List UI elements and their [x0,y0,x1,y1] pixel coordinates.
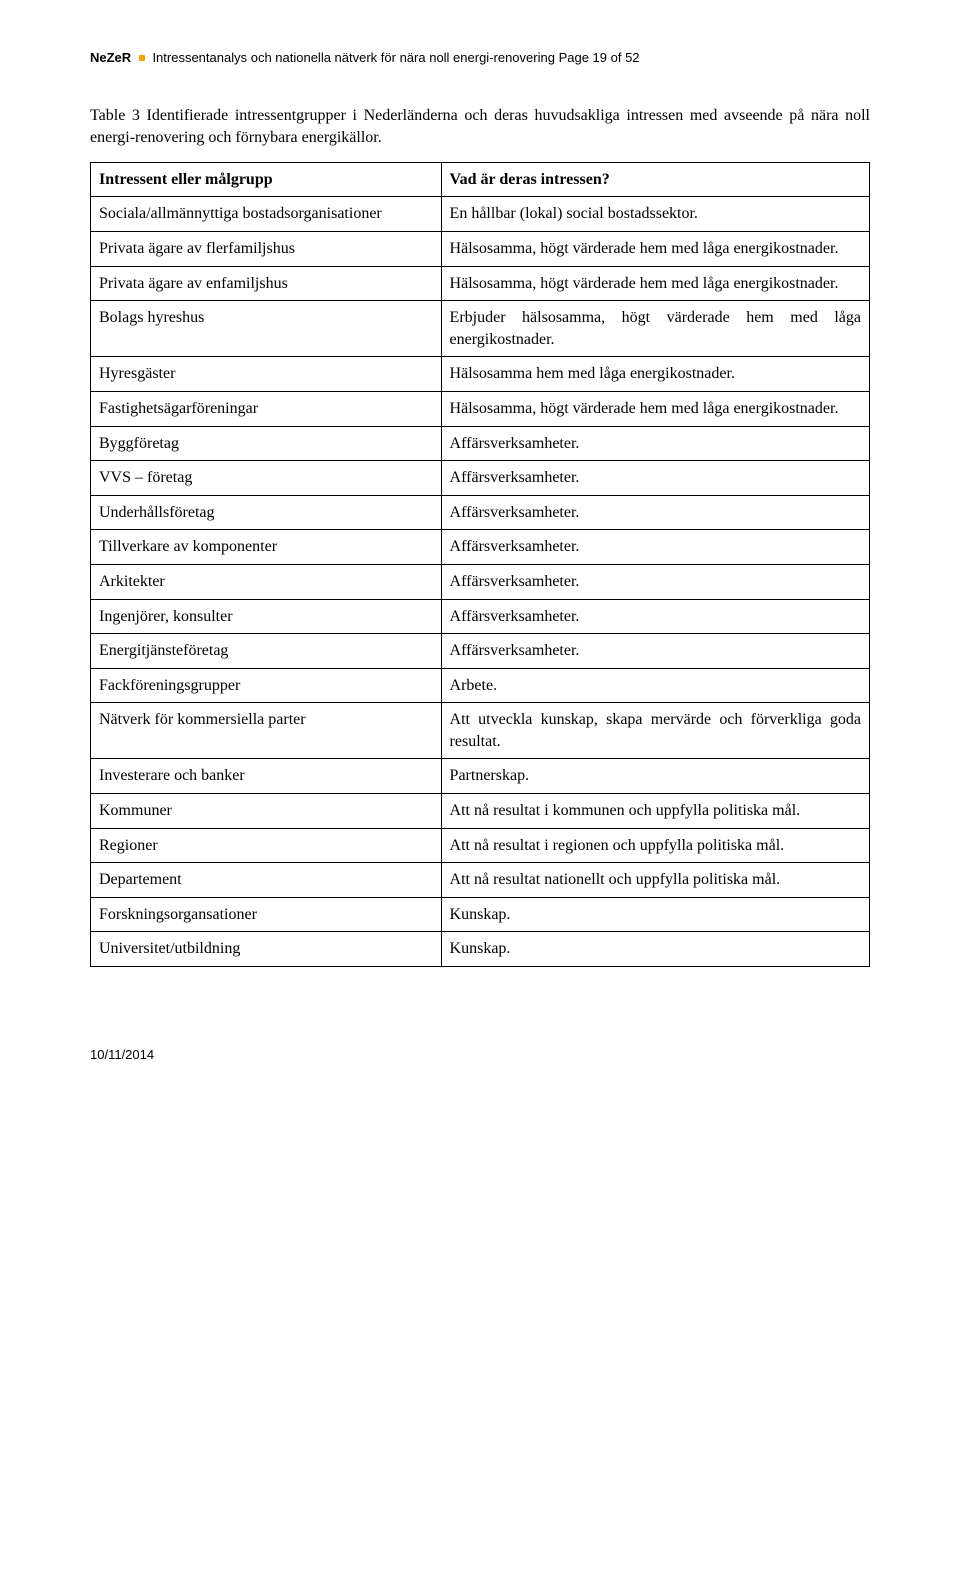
table-cell-left: Forskningsorgansationer [91,897,442,932]
table-row: Privata ägare av flerfamiljshusHälsosamm… [91,231,870,266]
table-cell-right: Att nå resultat nationellt och uppfylla … [441,863,869,898]
table-cell-right: Affärsverksamheter. [441,564,869,599]
table-header-left: Intressent eller målgrupp [91,162,442,197]
table-caption: Table 3 Identifierade intressentgrupper … [90,105,870,150]
table-cell-left: Sociala/allmännyttiga bostadsorganisatio… [91,197,442,232]
table-row: FastighetsägarföreningarHälsosamma, högt… [91,391,870,426]
table-row: ArkitekterAffärsverksamheter. [91,564,870,599]
page-container: NeZeR Intressentanalys och nationella nä… [0,0,960,1122]
table-row: HyresgästerHälsosamma hem med låga energ… [91,357,870,392]
table-cell-right: Partnerskap. [441,759,869,794]
table-row: Privata ägare av enfamiljshusHälsosamma,… [91,266,870,301]
table-cell-left: VVS – företag [91,461,442,496]
table-cell-left: Arkitekter [91,564,442,599]
table-cell-right: Affärsverksamheter. [441,530,869,565]
table-cell-left: Departement [91,863,442,898]
table-cell-right: Hälsosamma, högt värderade hem med låga … [441,391,869,426]
bullet-icon [139,55,145,61]
table-cell-right: En hållbar (lokal) social bostadssektor. [441,197,869,232]
table-row: Universitet/utbildningKunskap. [91,932,870,967]
table-cell-left: Regioner [91,828,442,863]
table-cell-left: Investerare och banker [91,759,442,794]
table-cell-right: Hälsosamma hem med låga energikostnader. [441,357,869,392]
table-header-row: Intressent eller målgrupp Vad är deras i… [91,162,870,197]
table-row: ByggföretagAffärsverksamheter. [91,426,870,461]
table-cell-left: Universitet/utbildning [91,932,442,967]
table-row: Investerare och bankerPartnerskap. [91,759,870,794]
table-row: ForskningsorgansationerKunskap. [91,897,870,932]
table-cell-right: Affärsverksamheter. [441,495,869,530]
table-cell-left: Energitjänsteföretag [91,634,442,669]
table-cell-left: Fackföreningsgrupper [91,668,442,703]
table-row: EnergitjänsteföretagAffärsverksamheter. [91,634,870,669]
table-cell-right: Kunskap. [441,897,869,932]
table-row: RegionerAtt nå resultat i regionen och u… [91,828,870,863]
table-row: DepartementAtt nå resultat nationellt oc… [91,863,870,898]
table-cell-right: Affärsverksamheter. [441,634,869,669]
table-cell-right: Affärsverksamheter. [441,426,869,461]
table-cell-right: Erbjuder hälsosamma, högt värderade hem … [441,301,869,357]
running-head-subtitle: Intressentanalys och nationella nätverk … [152,50,555,65]
table-cell-right: Att nå resultat i regionen och uppfylla … [441,828,869,863]
table-cell-right: Affärsverksamheter. [441,461,869,496]
table-cell-right: Kunskap. [441,932,869,967]
brand-name: NeZeR [90,50,131,65]
table-row: Bolags hyreshusErbjuder hälsosamma, högt… [91,301,870,357]
running-head: NeZeR Intressentanalys och nationella nä… [90,50,870,65]
table-header-right: Vad är deras intressen? [441,162,869,197]
table-cell-left: Hyresgäster [91,357,442,392]
table-cell-left: Tillverkare av komponenter [91,530,442,565]
table-cell-right: Att utveckla kunskap, skapa mervärde och… [441,703,869,759]
table-cell-right: Hälsosamma, högt värderade hem med låga … [441,231,869,266]
table-cell-left: Privata ägare av enfamiljshus [91,266,442,301]
table-cell-left: Nätverk för kommersiella parter [91,703,442,759]
table-cell-left: Underhållsföretag [91,495,442,530]
table-cell-right: Affärsverksamheter. [441,599,869,634]
page-number: Page 19 of 52 [559,50,640,65]
table-row: VVS – företagAffärsverksamheter. [91,461,870,496]
table-row: Nätverk för kommersiella parterAtt utvec… [91,703,870,759]
table-row: Tillverkare av komponenterAffärsverksamh… [91,530,870,565]
table-cell-left: Byggföretag [91,426,442,461]
table-row: KommunerAtt nå resultat i kommunen och u… [91,794,870,829]
footer-date: 10/11/2014 [90,1047,870,1062]
table-cell-right: Arbete. [441,668,869,703]
table-cell-left: Fastighetsägarföreningar [91,391,442,426]
table-row: Sociala/allmännyttiga bostadsorganisatio… [91,197,870,232]
table-cell-left: Kommuner [91,794,442,829]
stakeholder-table: Intressent eller målgrupp Vad är deras i… [90,162,870,967]
table-cell-right: Hälsosamma, högt värderade hem med låga … [441,266,869,301]
table-cell-left: Ingenjörer, konsulter [91,599,442,634]
table-cell-right: Att nå resultat i kommunen och uppfylla … [441,794,869,829]
table-cell-left: Bolags hyreshus [91,301,442,357]
table-row: FackföreningsgrupperArbete. [91,668,870,703]
table-row: Ingenjörer, konsulterAffärsverksamheter. [91,599,870,634]
table-cell-left: Privata ägare av flerfamiljshus [91,231,442,266]
table-row: UnderhållsföretagAffärsverksamheter. [91,495,870,530]
